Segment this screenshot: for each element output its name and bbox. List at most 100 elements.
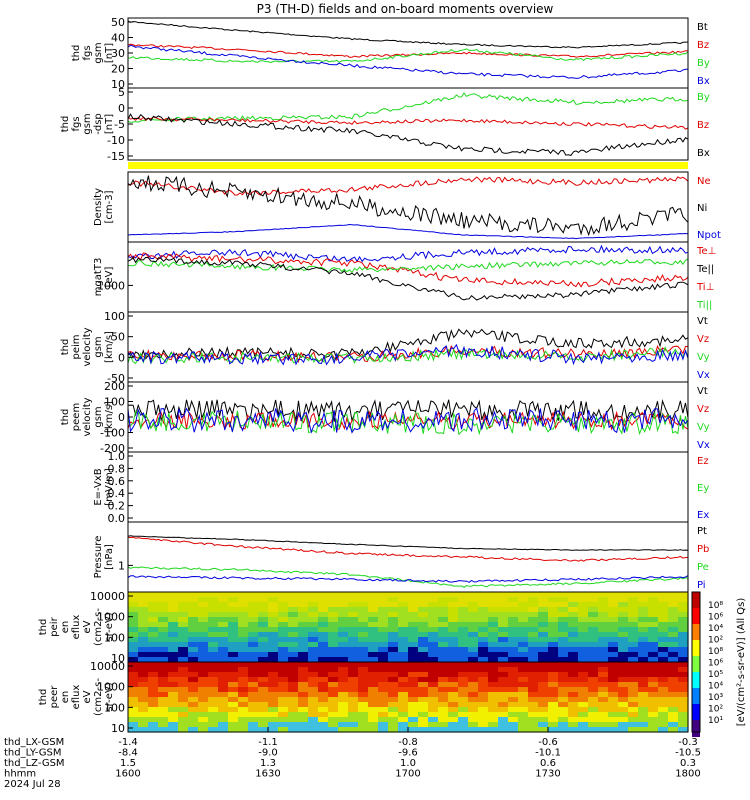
- spectrogram-cell: [598, 662, 609, 668]
- spectrogram-cell: [648, 632, 659, 638]
- spectrogram-cell: [428, 642, 439, 648]
- spectrogram-cell: [578, 612, 589, 618]
- spectrogram-cell: [218, 647, 229, 653]
- spectrogram-cell: [298, 667, 309, 673]
- spectrogram-cell: [488, 662, 499, 668]
- spectrogram-cell: [128, 642, 139, 648]
- spectrogram-cell: [368, 622, 379, 628]
- spectrogram-cell: [448, 692, 459, 698]
- spectrogram-cell: [268, 617, 279, 623]
- spectrogram-cell: [388, 677, 399, 683]
- spectrogram-cell: [308, 712, 319, 718]
- spectrogram-cell: [338, 722, 349, 728]
- spectrogram-cell: [488, 627, 499, 633]
- spectrogram-cell: [208, 727, 219, 733]
- y-axis-label-line: [eV]: [104, 267, 115, 288]
- spectrogram-cell: [168, 707, 179, 713]
- spectrogram-cell: [238, 667, 249, 673]
- colorbar-band: [692, 640, 700, 657]
- spectrogram-cell: [208, 712, 219, 718]
- spectrogram-cell: [528, 657, 539, 663]
- spectrogram-cell: [628, 592, 639, 598]
- spectrogram-cell: [468, 617, 479, 623]
- spectrogram-cell: [358, 622, 369, 628]
- spectrogram-cell: [278, 707, 289, 713]
- spectrogram-cell: [578, 717, 589, 723]
- spectrogram-cell: [318, 727, 329, 733]
- spectrogram-cell: [298, 637, 309, 643]
- spectrogram-cell: [238, 632, 249, 638]
- spectrogram-cell: [278, 592, 289, 598]
- spectrogram-cell: [548, 597, 559, 603]
- spectrogram-cell: [318, 717, 329, 723]
- y-axis-label-line: [nPa]: [104, 544, 115, 570]
- spectrogram-cell: [398, 597, 409, 603]
- spectrogram-cell: [558, 622, 569, 628]
- spectrogram-cell: [288, 712, 299, 718]
- spectrogram-cell: [408, 717, 419, 723]
- spectrogram-cell: [568, 717, 579, 723]
- legend-entry: Ex: [697, 510, 709, 521]
- spectrogram-cell: [378, 597, 389, 603]
- spectrogram-cell: [228, 632, 239, 638]
- spectrogram-cell: [418, 612, 429, 618]
- quality-flag-bar: [128, 162, 688, 169]
- spectrogram-cell: [538, 717, 549, 723]
- spectrogram-cell: [588, 607, 599, 613]
- spectrogram-cell: [328, 697, 339, 703]
- spectrogram-cell: [668, 607, 679, 613]
- spectrogram-cell: [378, 622, 389, 628]
- spectrogram-cell: [238, 612, 249, 618]
- spectrogram-cell: [278, 692, 289, 698]
- x-column-value: 1600: [115, 769, 140, 780]
- spectrogram-cell: [178, 727, 189, 733]
- spectrogram-cell: [558, 647, 569, 653]
- spectrogram-cell: [278, 677, 289, 683]
- spectrogram-cell: [548, 717, 559, 723]
- spectrogram-cell: [338, 692, 349, 698]
- spectrogram-cell: [618, 677, 629, 683]
- spectrogram-cell: [658, 617, 669, 623]
- spectrogram-cell: [258, 657, 269, 663]
- spectrogram-cell: [388, 637, 399, 643]
- spectrogram-cell: [658, 677, 669, 683]
- spectrogram-cell: [408, 607, 419, 613]
- spectrogram-cell: [508, 647, 519, 653]
- spectrogram-cell: [478, 657, 489, 663]
- spectrogram-cell: [568, 662, 579, 668]
- spectrogram-cell: [478, 692, 489, 698]
- spectrogram-cell: [378, 647, 389, 653]
- spectrogram-cell: [268, 687, 279, 693]
- spectrogram-cell: [638, 662, 649, 668]
- series-line-2: [127, 116, 689, 130]
- spectrogram-cell: [378, 717, 389, 723]
- spectrogram-cell: [138, 702, 149, 708]
- spectrogram-cell: [468, 707, 479, 713]
- spectrogram-cell: [178, 682, 189, 688]
- spectrogram-cell: [628, 697, 639, 703]
- spectrogram-cell: [148, 687, 159, 693]
- legend-entry: By: [697, 92, 710, 103]
- spectrogram-cell: [418, 687, 429, 693]
- spectrogram-cell: [628, 607, 639, 613]
- spectrogram-cell: [298, 617, 309, 623]
- x-column-value: -9.0: [258, 748, 278, 759]
- series-line-4: [127, 44, 689, 79]
- spectrogram-cell: [518, 722, 529, 728]
- spectrogram-cell: [418, 722, 429, 728]
- spectrogram-cell: [288, 702, 299, 708]
- spectrogram-cell: [258, 727, 269, 733]
- y-tick-label: 1000: [97, 279, 125, 292]
- spectrogram-cell: [368, 657, 379, 663]
- spectrogram-cell: [518, 612, 529, 618]
- spectrogram-cell: [158, 622, 169, 628]
- spectrogram-cell: [458, 647, 469, 653]
- series-line-1: [127, 535, 689, 551]
- spectrogram-cell: [238, 622, 249, 628]
- spectrogram-cell: [338, 602, 349, 608]
- spectrogram-cell: [318, 707, 329, 713]
- spectrogram-cell: [158, 642, 169, 648]
- spectrogram-cell: [288, 652, 299, 658]
- spectrogram-cell: [208, 627, 219, 633]
- spectrogram-cell: [178, 657, 189, 663]
